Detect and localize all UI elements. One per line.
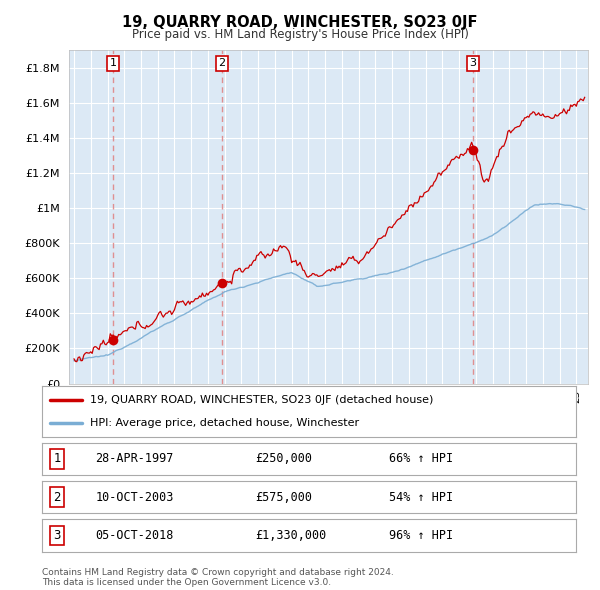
Text: 2: 2 (218, 58, 226, 68)
Text: 10-OCT-2003: 10-OCT-2003 (95, 490, 174, 504)
Text: Price paid vs. HM Land Registry's House Price Index (HPI): Price paid vs. HM Land Registry's House … (131, 28, 469, 41)
Text: £1,330,000: £1,330,000 (256, 529, 327, 542)
Text: 28-APR-1997: 28-APR-1997 (95, 452, 174, 466)
Text: 19, QUARRY ROAD, WINCHESTER, SO23 0JF: 19, QUARRY ROAD, WINCHESTER, SO23 0JF (122, 15, 478, 30)
Text: 19, QUARRY ROAD, WINCHESTER, SO23 0JF (detached house): 19, QUARRY ROAD, WINCHESTER, SO23 0JF (d… (90, 395, 433, 405)
Text: 3: 3 (53, 529, 61, 542)
Text: 2: 2 (53, 490, 61, 504)
Text: HPI: Average price, detached house, Winchester: HPI: Average price, detached house, Winc… (90, 418, 359, 428)
Text: Contains HM Land Registry data © Crown copyright and database right 2024.
This d: Contains HM Land Registry data © Crown c… (42, 568, 394, 587)
Text: 05-OCT-2018: 05-OCT-2018 (95, 529, 174, 542)
Text: 96% ↑ HPI: 96% ↑ HPI (389, 529, 453, 542)
Text: 66% ↑ HPI: 66% ↑ HPI (389, 452, 453, 466)
Text: 54% ↑ HPI: 54% ↑ HPI (389, 490, 453, 504)
Text: £575,000: £575,000 (256, 490, 313, 504)
Text: £250,000: £250,000 (256, 452, 313, 466)
Text: 1: 1 (53, 452, 61, 466)
Text: 3: 3 (470, 58, 476, 68)
Text: 1: 1 (110, 58, 116, 68)
